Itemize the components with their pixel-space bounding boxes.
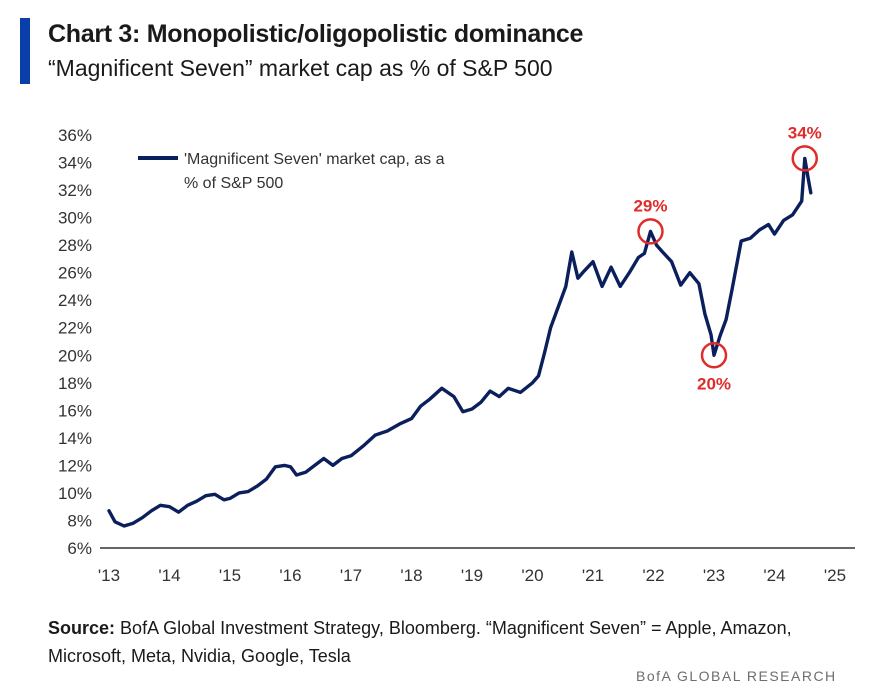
y-tick-label: 30% bbox=[58, 209, 92, 228]
annotation-label: 34% bbox=[788, 123, 822, 142]
source-note: Source: BofA Global Investment Strategy,… bbox=[48, 614, 838, 670]
source-text: BofA Global Investment Strategy, Bloombe… bbox=[48, 618, 792, 666]
legend-label: 'Magnificent Seven' market cap, as a% of… bbox=[184, 151, 445, 192]
annotation-circle bbox=[791, 145, 818, 172]
chart-title: Chart 3: Monopolistic/oligopolistic domi… bbox=[48, 20, 584, 48]
y-tick-label: 32% bbox=[58, 181, 92, 200]
line-chart: 6% 8% 10% 12% 14% 16% 18% 20% 22% 24% 26% 28% 30% 32%… bbox=[58, 123, 855, 585]
source-label: Source: bbox=[48, 618, 116, 638]
x-tick-label: '20 bbox=[521, 566, 543, 585]
y-tick-label: 36% bbox=[58, 126, 92, 145]
x-tick-label: '25 bbox=[824, 566, 846, 585]
y-tick-label: 12% bbox=[58, 456, 92, 475]
x-tick-label: '15 bbox=[219, 566, 241, 585]
y-tick-label: 34% bbox=[58, 154, 92, 173]
x-tick-label: '21 bbox=[582, 566, 604, 585]
x-tick-label: '19 bbox=[461, 566, 483, 585]
y-tick-label: 14% bbox=[58, 429, 92, 448]
annotation-label: 20% bbox=[697, 374, 731, 393]
annotation-circle bbox=[637, 218, 664, 245]
annotation-circle bbox=[700, 342, 728, 369]
annotation-label: 29% bbox=[633, 196, 667, 215]
y-tick-label: 26% bbox=[58, 264, 92, 283]
y-tick-label: 20% bbox=[58, 346, 92, 365]
y-tick-label: 6% bbox=[67, 539, 92, 558]
y-tick-label: 10% bbox=[58, 484, 92, 503]
x-tick-label: '23 bbox=[703, 566, 725, 585]
footer-brand: BofA GLOBAL RESEARCH bbox=[636, 668, 837, 684]
y-tick-label: 22% bbox=[58, 319, 92, 338]
x-tick-label: '24 bbox=[763, 566, 785, 585]
y-tick-label: 28% bbox=[58, 236, 92, 255]
y-tick-label: 16% bbox=[58, 401, 92, 420]
chart-subtitle: “Magnificent Seven” market cap as % of S… bbox=[48, 55, 553, 81]
series-line bbox=[107, 156, 813, 528]
x-tick-label: '13 bbox=[98, 566, 120, 585]
title-accent-bar bbox=[20, 18, 30, 84]
x-tick-label: '14 bbox=[158, 566, 180, 585]
x-tick-label: '18 bbox=[400, 566, 422, 585]
x-tick-label: '22 bbox=[642, 566, 664, 585]
y-tick-label: 24% bbox=[58, 291, 92, 310]
y-tick-label: 8% bbox=[67, 511, 92, 530]
y-tick-label: 18% bbox=[58, 374, 92, 393]
x-tick-label: '16 bbox=[279, 566, 301, 585]
x-tick-label: '17 bbox=[340, 566, 362, 585]
